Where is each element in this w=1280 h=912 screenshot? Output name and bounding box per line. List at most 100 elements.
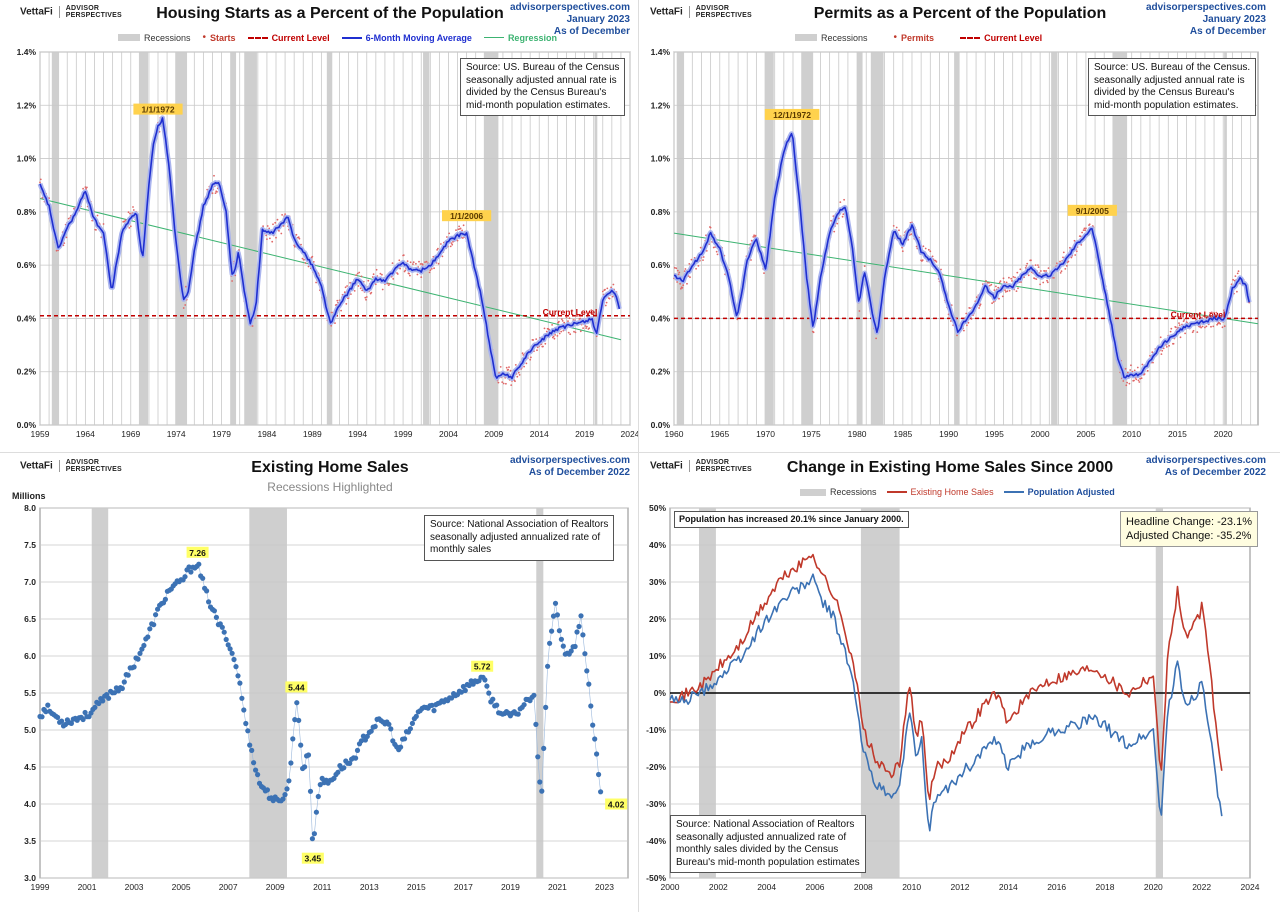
ap-line1: ADVISOR <box>695 5 730 12</box>
recession-band <box>857 52 863 425</box>
data-point <box>425 260 428 263</box>
y-tick-label: 1.0% <box>651 154 671 164</box>
vettafi-text: VettaFi <box>20 460 53 472</box>
data-point <box>551 324 553 326</box>
data-point <box>55 249 58 252</box>
data-point <box>65 236 68 239</box>
legend-permits: • Permits <box>893 32 935 43</box>
data-point <box>556 628 563 634</box>
data-point <box>499 366 502 368</box>
data-point <box>514 380 516 383</box>
current-level-label: Current Level <box>543 307 598 317</box>
data-point <box>406 260 409 262</box>
data-point <box>82 187 84 190</box>
data-point <box>1030 259 1032 262</box>
data-point <box>317 782 323 788</box>
data-point <box>552 335 555 338</box>
site-url: advisorperspectives.com <box>1145 2 1266 13</box>
data-point <box>1043 270 1046 272</box>
data-point <box>449 695 455 701</box>
y-tick-label: -50% <box>646 873 666 883</box>
data-point <box>542 345 544 348</box>
y-tick-label: 1.2% <box>651 100 671 110</box>
data-point <box>364 733 370 739</box>
data-point <box>124 219 127 222</box>
site-asof: As of December 2022 <box>528 467 630 478</box>
recession-band <box>801 52 814 425</box>
data-point <box>579 330 582 333</box>
data-point <box>753 234 755 237</box>
x-tick-label: 2011 <box>313 882 332 892</box>
data-point <box>409 261 412 264</box>
data-point <box>280 232 283 235</box>
data-point <box>1151 351 1154 354</box>
data-point <box>182 307 185 309</box>
data-point <box>535 338 538 340</box>
data-point <box>408 272 410 275</box>
data-point <box>416 273 419 276</box>
data-point <box>544 342 547 345</box>
data-point <box>206 599 212 605</box>
data-point <box>966 324 968 327</box>
data-point <box>196 561 202 567</box>
data-point <box>979 303 982 306</box>
data-point <box>1129 369 1132 371</box>
y-tick-label: -10% <box>646 725 666 735</box>
recession-band <box>870 52 884 425</box>
data-point <box>1075 250 1078 253</box>
panel-divider-vertical <box>638 0 639 912</box>
chart-subtitle: Recessions Highlighted <box>267 480 393 494</box>
data-point <box>541 745 547 751</box>
x-tick-label: 1959 <box>31 429 50 439</box>
note-line: Source: US. Bureau of the Census. <box>1094 62 1251 73</box>
data-point <box>298 742 304 748</box>
x-tick-label: 2004 <box>439 429 458 439</box>
data-point <box>898 229 900 232</box>
data-point <box>446 236 448 238</box>
data-point <box>543 327 546 330</box>
x-tick-label: 2001 <box>78 882 97 892</box>
y-tick-label: 30% <box>649 577 666 587</box>
data-point <box>458 689 464 695</box>
x-tick-label: 1970 <box>756 429 775 439</box>
data-point <box>456 239 459 242</box>
note-line: divided by the Census Bureau's <box>1094 87 1235 98</box>
data-point <box>1015 290 1018 292</box>
data-point <box>1172 342 1175 345</box>
x-tick-label: 2020 <box>1214 429 1233 439</box>
data-point <box>523 365 525 368</box>
data-point <box>1169 330 1172 333</box>
data-point <box>1003 281 1006 283</box>
data-point <box>509 369 512 372</box>
x-tick-label: 2014 <box>530 429 549 439</box>
data-point <box>567 320 569 322</box>
data-point <box>482 677 488 683</box>
y-tick-label: 6.5 <box>24 614 36 624</box>
data-point <box>424 261 426 263</box>
data-point <box>1232 278 1234 281</box>
data-point <box>1073 239 1076 242</box>
ap-line1: ADVISOR <box>65 5 100 12</box>
data-point <box>429 702 435 708</box>
data-point <box>111 690 118 696</box>
data-point <box>361 289 364 292</box>
note-line: seasonally adjusted annual rate is <box>1094 74 1245 86</box>
y-tick-label: 5.0 <box>24 725 36 735</box>
data-point <box>43 709 49 715</box>
data-point <box>353 290 356 292</box>
data-point <box>842 213 845 216</box>
data-point <box>699 246 702 249</box>
y-tick-label: 4.5 <box>24 762 36 772</box>
data-point <box>297 236 300 239</box>
data-point <box>123 220 126 223</box>
data-point <box>1084 229 1086 232</box>
data-point <box>229 650 235 656</box>
data-point <box>545 663 551 669</box>
note-line: monthly sales divided by the Census <box>676 844 839 855</box>
data-point <box>1236 272 1239 275</box>
x-tick-label: 2010 <box>902 882 921 892</box>
data-point <box>402 254 405 256</box>
data-point <box>340 309 342 312</box>
data-point <box>547 640 553 646</box>
x-tick-label: 1989 <box>303 429 322 439</box>
